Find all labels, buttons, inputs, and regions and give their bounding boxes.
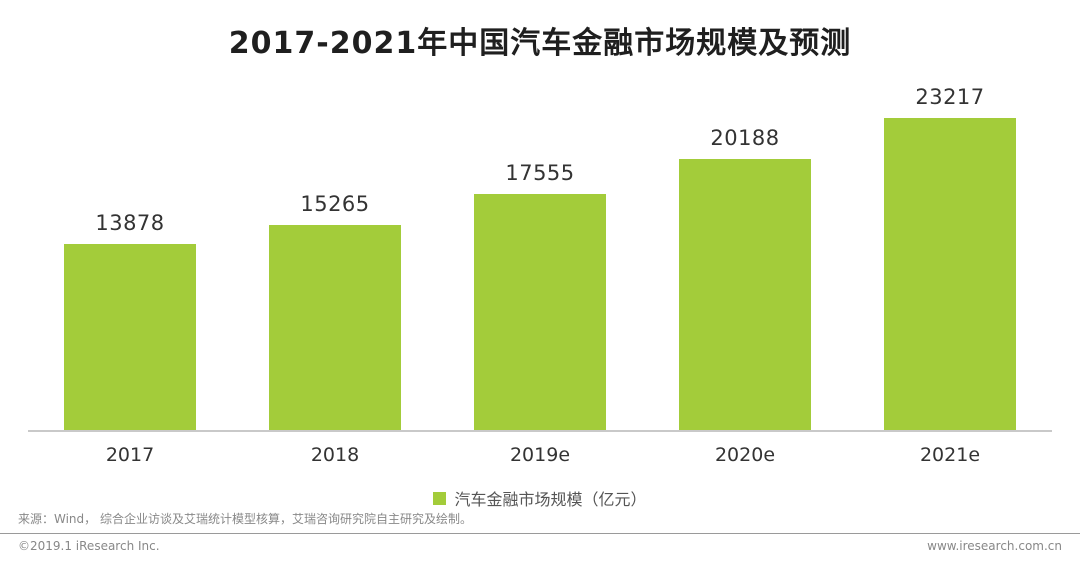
chart-title: 2017-2021年中国汽车金融市场规模及预测 xyxy=(228,26,852,61)
bar-group: 20188 xyxy=(679,126,811,430)
chart-area: 13878 15265 17555 20188 23217 xyxy=(28,62,1052,432)
bar xyxy=(64,244,196,430)
bar-group: 13878 xyxy=(64,211,196,430)
x-axis-label: 2019e xyxy=(509,444,571,466)
legend-swatch-icon xyxy=(433,491,447,505)
bar-value-label: 23217 xyxy=(915,85,985,109)
x-axis-label: 2017 xyxy=(105,444,155,466)
bar-group: 23217 xyxy=(884,85,1016,430)
bar-value-label: 20188 xyxy=(710,126,780,150)
bar xyxy=(269,225,401,430)
footer: 来源：Wind， 综合企业访谈及艾瑞统计模型核算，艾瑞咨询研究院自主研究及绘制。… xyxy=(0,510,1080,561)
bar-group: 17555 xyxy=(474,161,606,430)
x-axis: 2017 2018 2019e 2020e 2021e xyxy=(0,444,1080,466)
footer-divider xyxy=(0,533,1080,534)
website-url: www.iresearch.com.cn xyxy=(927,539,1062,553)
bar-chart: 13878 15265 17555 20188 23217 xyxy=(28,62,1052,430)
copyright-text: ©2019.1 iResearch Inc. xyxy=(18,539,160,553)
x-axis-label: 2020e xyxy=(714,444,776,466)
bar-value-label: 15265 xyxy=(300,192,370,216)
bar xyxy=(884,118,1016,430)
bar xyxy=(679,159,811,430)
legend-label: 汽车金融市场规模（亿元） xyxy=(454,490,647,509)
x-axis-label: 2018 xyxy=(310,444,360,466)
bar-value-label: 13878 xyxy=(95,211,165,235)
bar xyxy=(474,194,606,430)
bar-value-label: 17555 xyxy=(505,161,575,185)
legend: 汽车金融市场规模（亿元） xyxy=(0,486,1080,510)
x-axis-label: 2021e xyxy=(919,444,981,466)
source-note: 来源：Wind， 综合企业访谈及艾瑞统计模型核算，艾瑞咨询研究院自主研究及绘制。 xyxy=(18,512,472,526)
bar-group: 15265 xyxy=(269,192,401,430)
